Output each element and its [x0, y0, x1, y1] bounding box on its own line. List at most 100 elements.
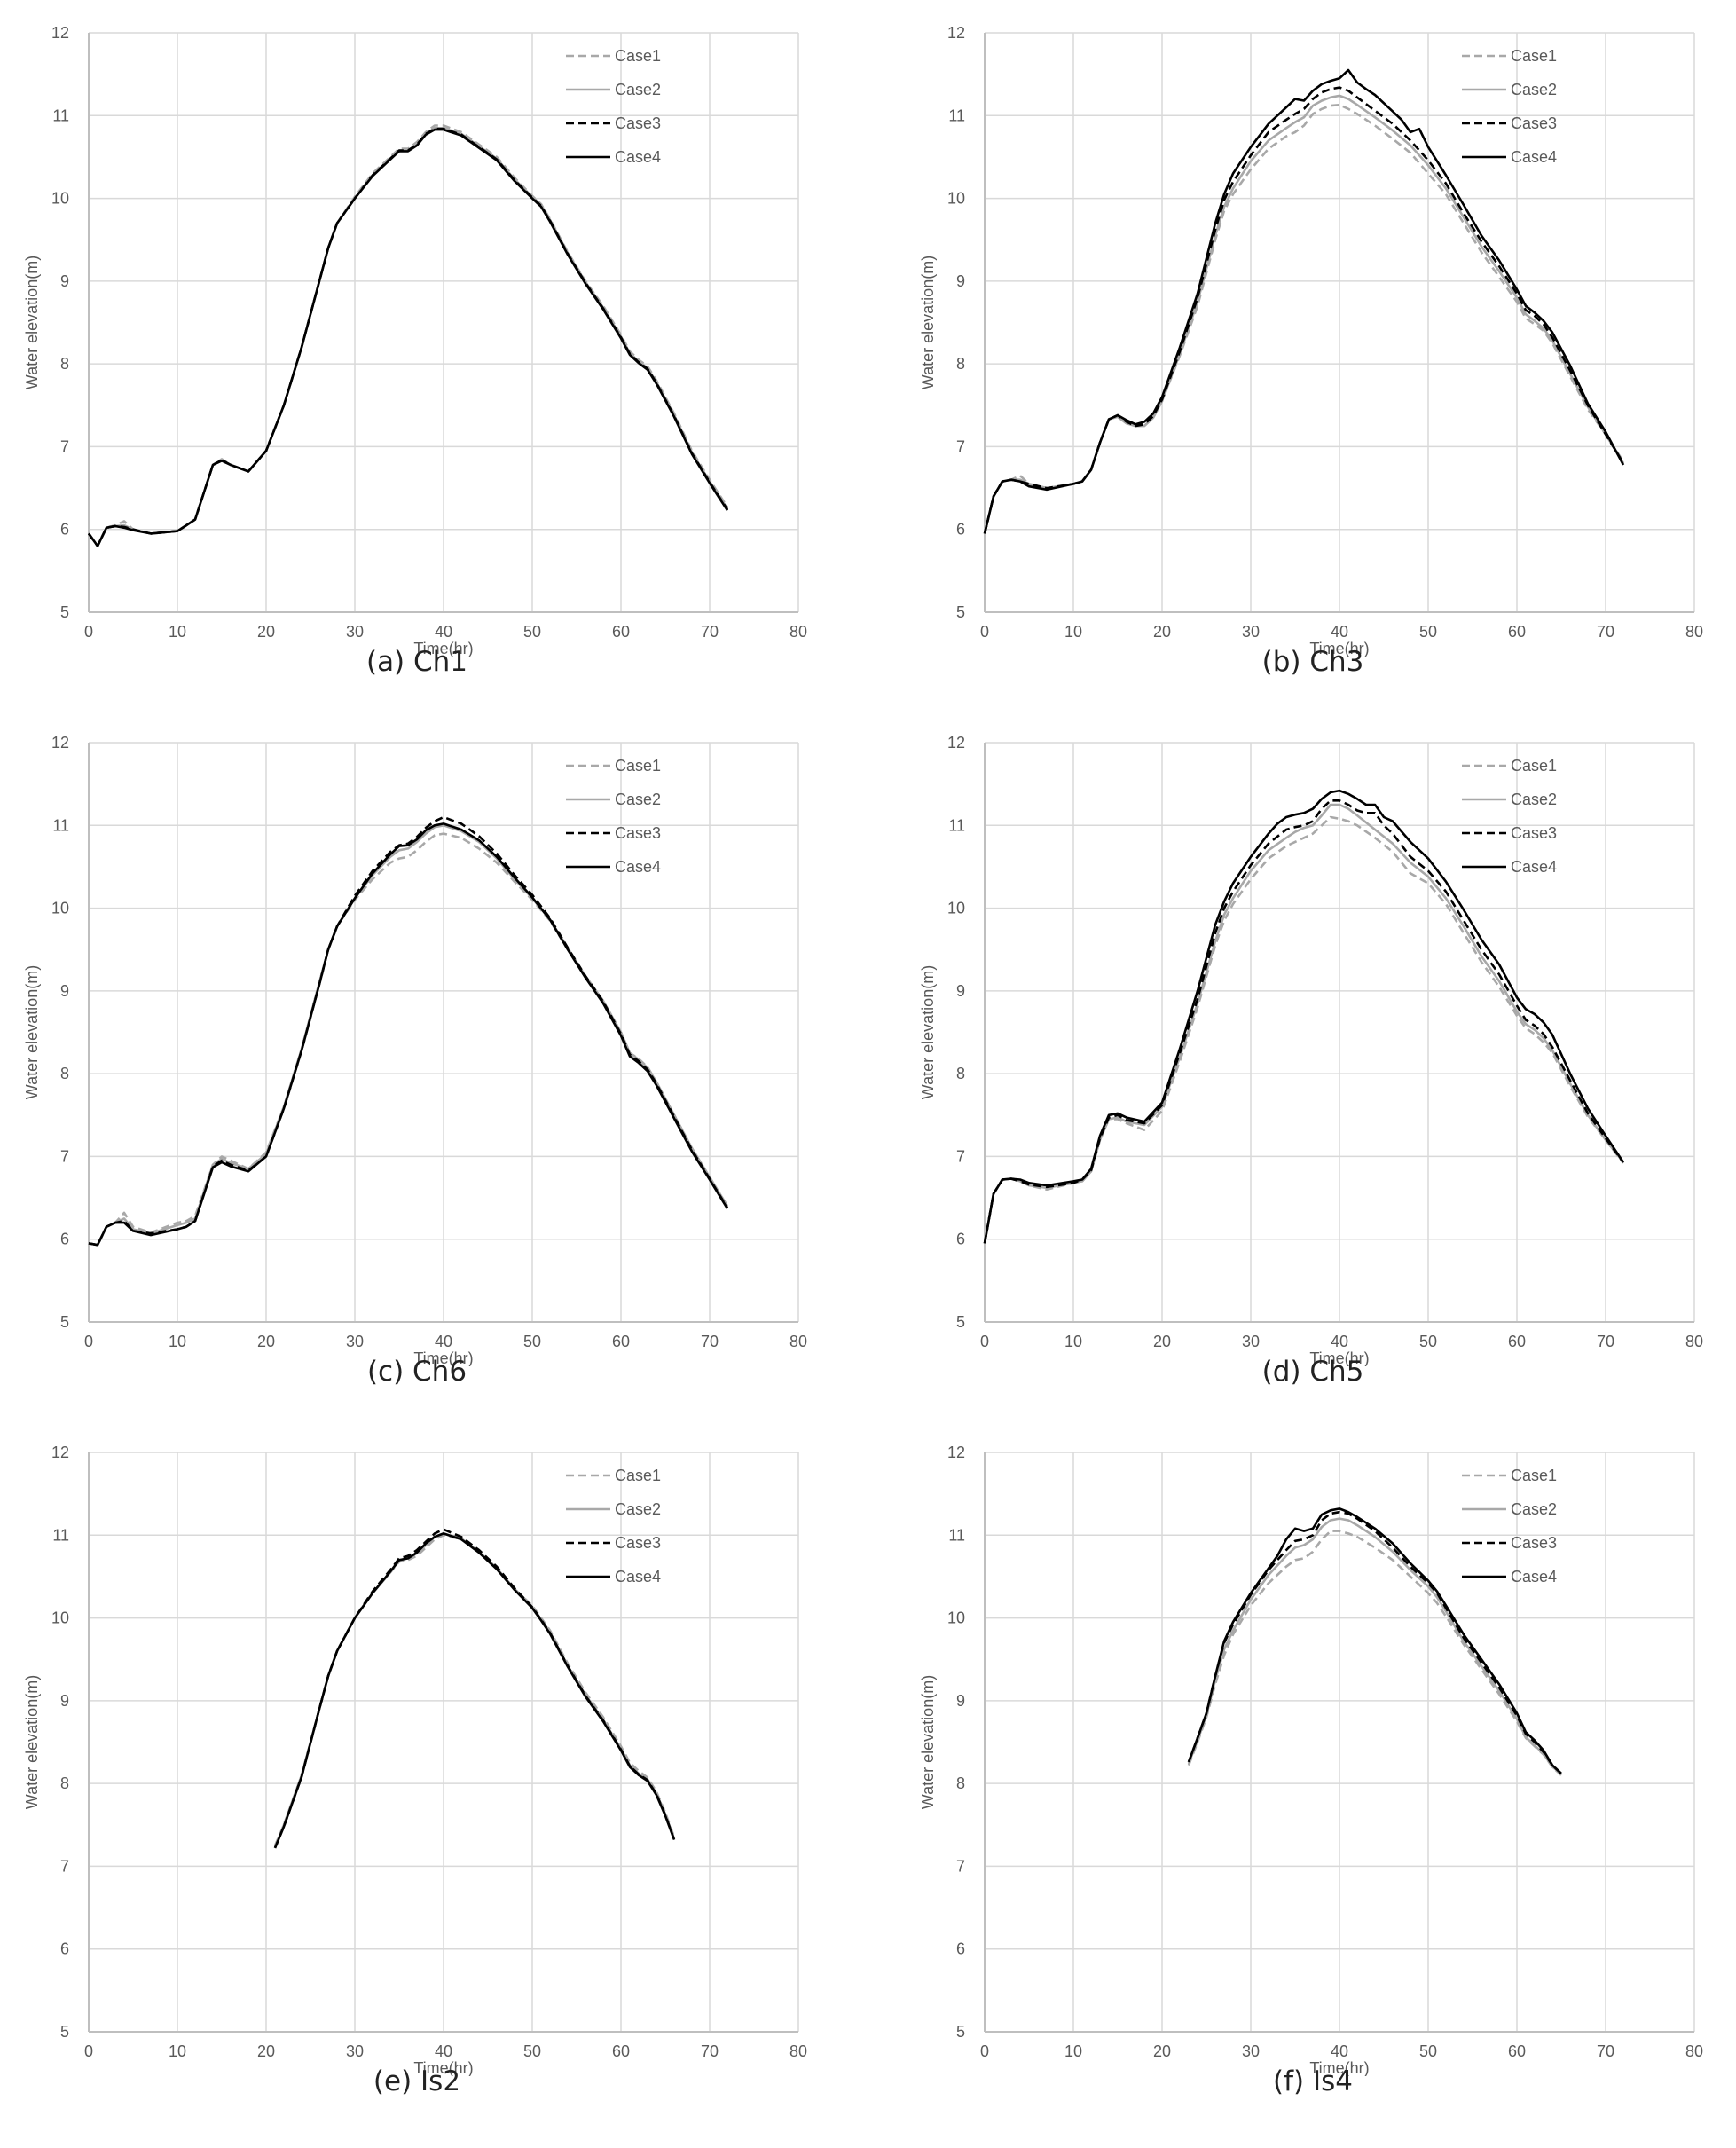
legend-label: Case4 [1511, 858, 1557, 876]
x-tick-label: 50 [523, 2042, 541, 2060]
y-tick-label: 8 [956, 355, 965, 373]
x-tick-label: 0 [980, 1333, 989, 1350]
y-tick-label: 8 [956, 1065, 965, 1082]
y-tick-label: 7 [60, 437, 69, 455]
legend-label: Case4 [1511, 148, 1557, 166]
legend-label: Case2 [1511, 81, 1557, 98]
y-axis-title: Water elevation(m) [23, 1675, 41, 1809]
legend-label: Case4 [615, 858, 661, 876]
x-tick-label: 0 [84, 2042, 93, 2060]
x-axis-title: Time(hr) [1309, 1349, 1369, 1366]
series-line-case2 [88, 824, 729, 1247]
legend-label: Case2 [615, 81, 661, 98]
y-tick-label: 5 [60, 1313, 69, 1331]
y-tick-label: 5 [956, 603, 965, 621]
x-tick-label: 10 [169, 2042, 186, 2060]
x-tick-label: 40 [1331, 623, 1348, 641]
x-tick-label: 70 [1597, 623, 1614, 641]
x-tick-label: 50 [523, 623, 541, 641]
chart-panel: 0 10 20 30 40 50 60 70 80 5 6 7 8 9 10 11 12 Time(hr) Wate… [896, 1420, 1730, 2112]
y-tick-label: 6 [956, 1231, 965, 1248]
x-tick-label: 80 [1685, 2042, 1703, 2060]
y-axis-title: Water elevation(m) [23, 965, 41, 1099]
chart-caption: (a) Ch1 [365, 646, 468, 678]
legend-label: Case2 [615, 1500, 661, 1518]
x-tick-label: 80 [789, 2042, 807, 2060]
x-tick-label: 40 [435, 1333, 452, 1350]
x-tick-label: 60 [612, 2042, 630, 2060]
x-tick-label: 30 [1242, 1333, 1260, 1350]
y-axis-title: Water elevation(m) [919, 1675, 937, 1809]
series-line-case1 [88, 832, 729, 1247]
x-tick-label: 80 [1685, 623, 1703, 641]
y-tick-label: 8 [60, 1065, 69, 1082]
series-line-case2 [1187, 1517, 1562, 1774]
x-tick-label: 50 [523, 1333, 541, 1350]
chart-caption: (d) Ch5 [1261, 1356, 1364, 1388]
y-tick-label: 11 [52, 816, 69, 834]
y-tick-label: 7 [956, 1147, 965, 1165]
y-tick-label: 11 [948, 1526, 965, 1544]
x-tick-label: 30 [346, 623, 364, 641]
chart-svg: 0 10 20 30 40 50 60 70 80 5 6 7 8 9 10 11 12 Time(hr) Wate… [23, 1444, 807, 2076]
y-tick-label: 6 [956, 1940, 965, 1958]
x-tick-label: 50 [1419, 1333, 1437, 1350]
x-tick-label: 70 [701, 2042, 719, 2060]
x-tick-label: 70 [701, 1333, 719, 1350]
series-line-case4 [273, 1532, 676, 1849]
y-tick-label: 9 [956, 272, 965, 290]
y-tick-label: 12 [947, 1444, 965, 1461]
series-line-case3 [87, 127, 729, 547]
series-line-case1 [273, 1534, 676, 1846]
series-line-case4 [87, 128, 729, 547]
legend-label: Case3 [615, 1534, 661, 1552]
x-tick-label: 40 [435, 2042, 452, 2060]
x-tick-label: 70 [1597, 2042, 1614, 2060]
x-tick-label: 20 [257, 1333, 275, 1350]
legend-label: Case1 [615, 757, 661, 775]
x-axis-title: Time(hr) [1309, 2059, 1369, 2076]
chart-caption: (e) Is2 [373, 2065, 461, 2097]
y-tick-label: 11 [948, 106, 965, 124]
y-tick-label: 5 [60, 603, 69, 621]
legend-label: Case3 [1511, 824, 1557, 842]
x-tick-label: 20 [257, 2042, 275, 2060]
y-tick-label: 8 [956, 1774, 965, 1792]
legend-label: Case3 [1511, 1534, 1557, 1552]
legend-label: Case2 [615, 791, 661, 808]
y-tick-label: 10 [947, 1609, 965, 1627]
y-tick-label: 9 [956, 1692, 965, 1710]
legend-label: Case1 [615, 47, 661, 65]
chart-caption: (f) Is4 [1273, 2065, 1353, 2097]
y-tick-label: 8 [60, 1774, 69, 1792]
x-tick-label: 20 [257, 623, 275, 641]
x-tick-label: 70 [1597, 1333, 1614, 1350]
x-tick-label: 40 [1331, 1333, 1348, 1350]
x-tick-label: 0 [980, 623, 989, 641]
chart-svg: 0 10 20 30 40 50 60 70 80 5 6 7 8 9 10 11 12 Time(hr) Wate… [23, 24, 807, 657]
y-tick-label: 7 [60, 1857, 69, 1875]
y-tick-label: 9 [60, 982, 69, 1000]
y-tick-label: 10 [947, 900, 965, 917]
series-line-case1 [983, 103, 1625, 534]
y-tick-label: 6 [60, 1231, 69, 1248]
y-tick-label: 6 [60, 1940, 69, 1958]
x-axis-title: Time(hr) [413, 1349, 473, 1366]
chart-svg: 0 10 20 30 40 50 60 70 80 5 6 7 8 9 10 11 12 Time(hr) Wate… [919, 734, 1703, 1366]
x-tick-label: 20 [1153, 2042, 1171, 2060]
x-tick-label: 30 [1242, 623, 1260, 641]
series-line-case4 [983, 789, 1625, 1244]
y-tick-label: 9 [60, 1692, 69, 1710]
x-tick-label: 0 [84, 623, 93, 641]
chart-svg: 0 10 20 30 40 50 60 70 80 5 6 7 8 9 10 11 12 Time(hr) Wate… [919, 24, 1703, 657]
legend-label: Case1 [1511, 757, 1557, 775]
y-tick-label: 12 [947, 24, 965, 42]
y-tick-label: 7 [956, 437, 965, 455]
chart-caption: (b) Ch3 [1261, 646, 1364, 678]
y-tick-label: 12 [947, 734, 965, 751]
series-line-case4 [983, 68, 1625, 534]
legend-label: Case1 [615, 1467, 661, 1484]
y-tick-label: 10 [51, 1609, 69, 1627]
y-axis-title: Water elevation(m) [23, 256, 41, 389]
y-tick-label: 5 [956, 2023, 965, 2041]
